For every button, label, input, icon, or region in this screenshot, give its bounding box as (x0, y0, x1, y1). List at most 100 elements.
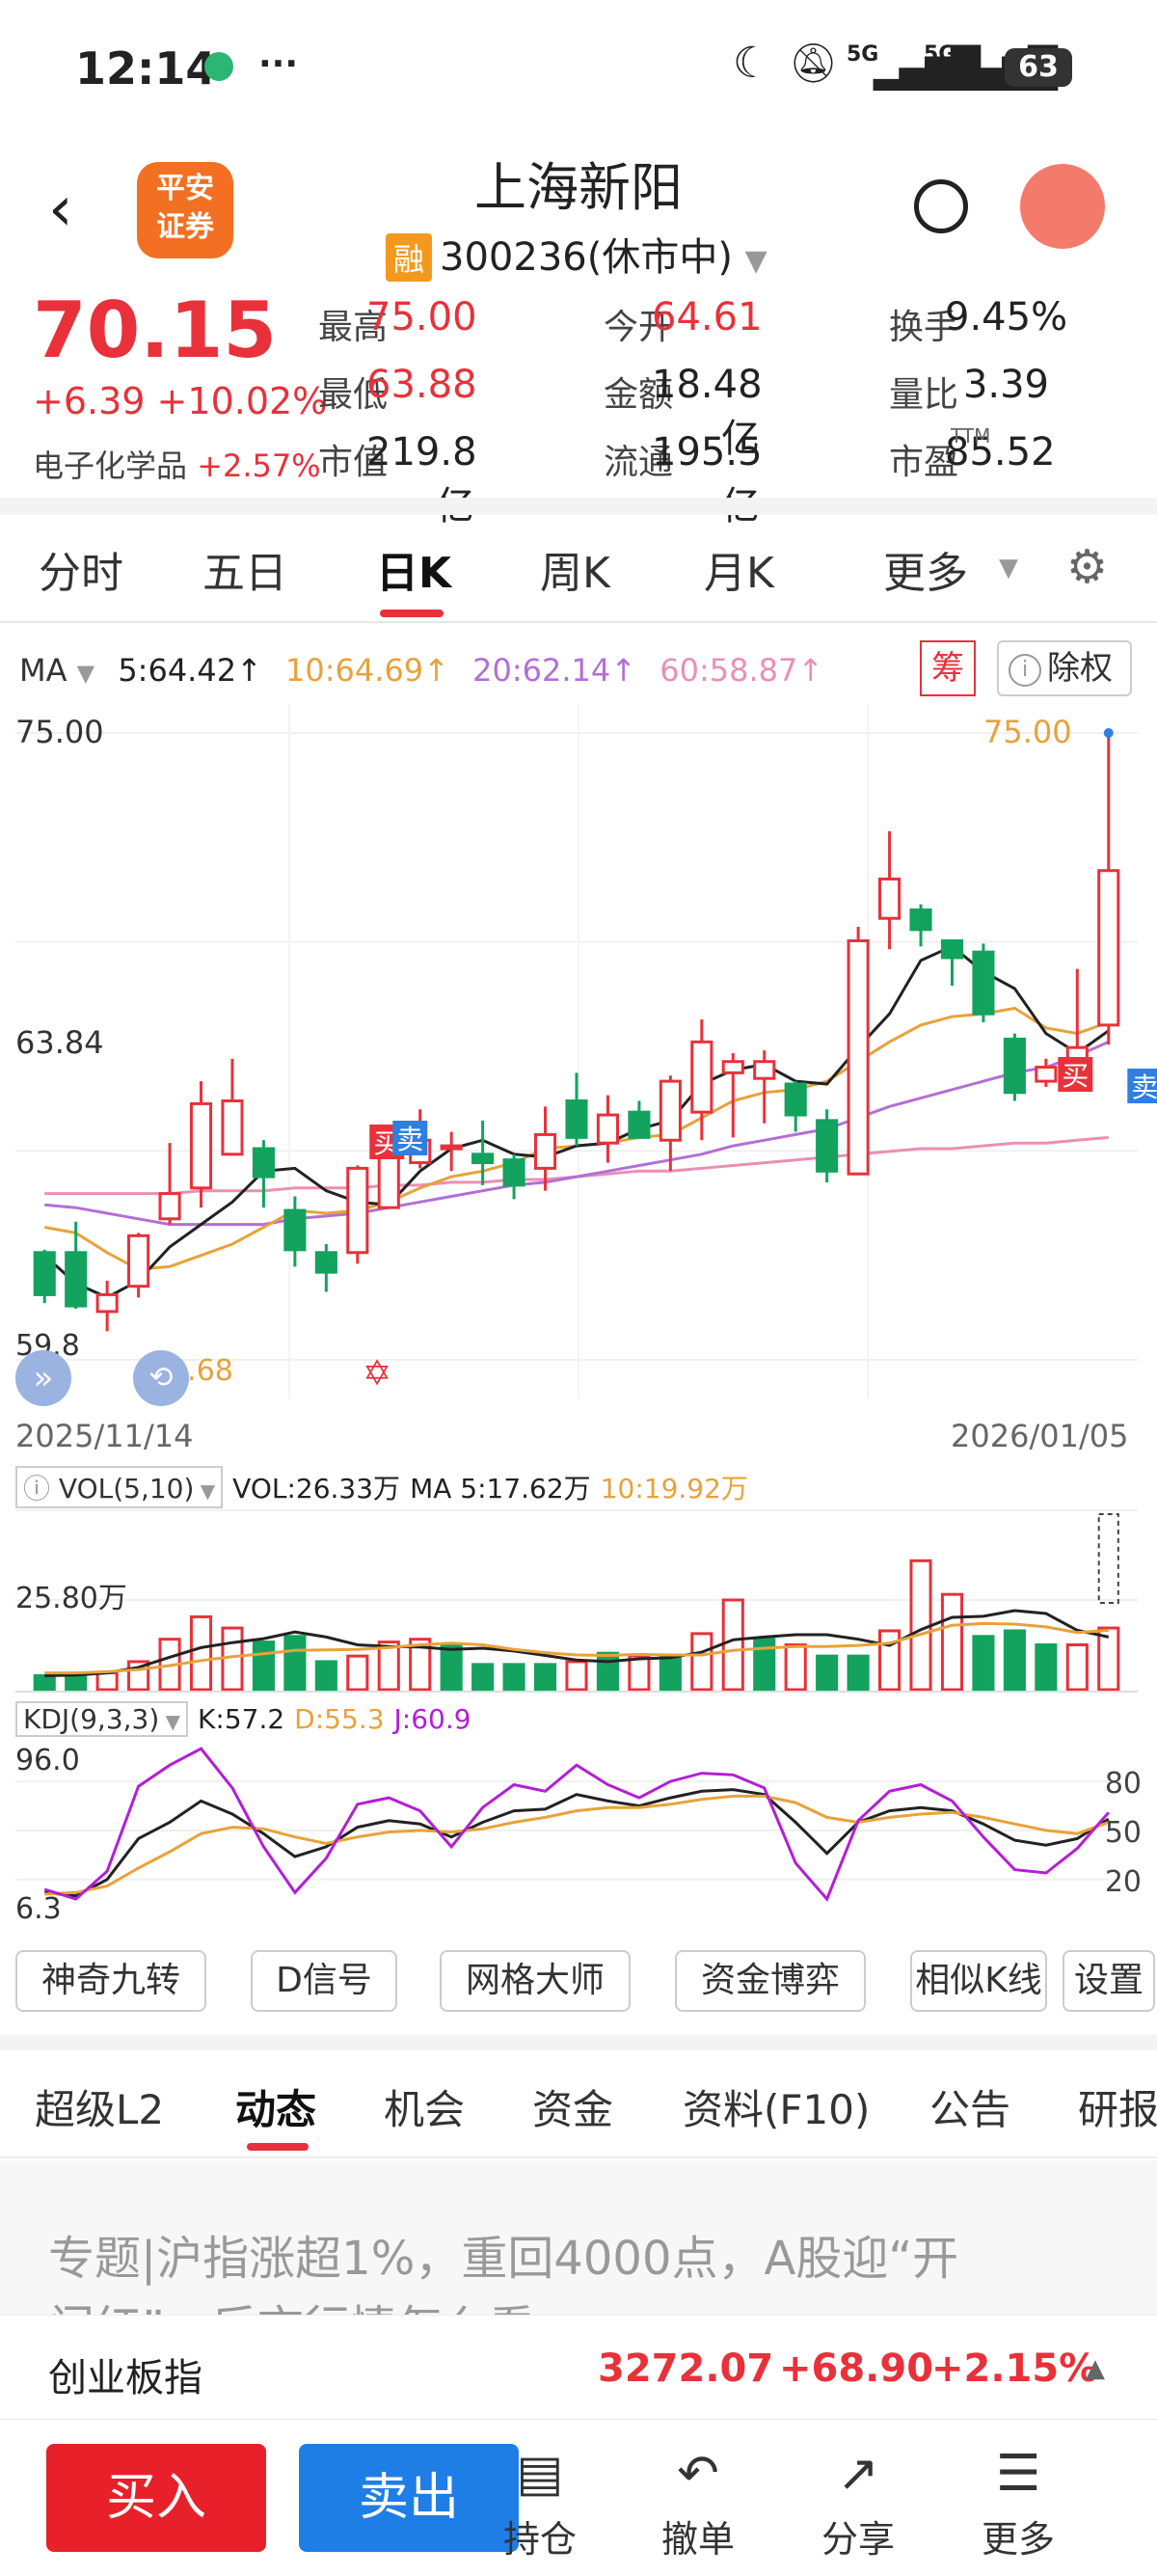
ex-rights-button[interactable]: i 除权 (997, 640, 1132, 696)
info-tab-3[interactable]: 资金 (532, 2086, 614, 2133)
buy-signal-label: 买 (1062, 1060, 1089, 1092)
volume-bar (502, 1663, 525, 1692)
kdj-d-value: D:55.3 (294, 1703, 385, 1735)
status-bar: 12:14 ··· ☾ 🔕︎ 5G ▂▄▆█ 5G ▂▄▆█ 63 (0, 0, 1157, 145)
volume-bar (95, 1671, 119, 1692)
document-icon: ▤ (516, 2445, 564, 2503)
info-tab-5[interactable]: 公告 (929, 2086, 1011, 2133)
candle-body (784, 1082, 807, 1117)
vol-title: VOL(5,10) (58, 1473, 195, 1505)
sector-info[interactable]: 电子化学品 +2.57% (33, 442, 321, 486)
market-status: (休市中) (586, 235, 733, 280)
info-tab-6[interactable]: 研报 (1078, 2086, 1157, 2133)
info-tab-4[interactable]: 资料(F10) (683, 2086, 871, 2133)
buy-signal-box (1058, 1057, 1093, 1092)
signal1-label: 5G (847, 42, 879, 67)
tool-button-3[interactable]: 资金博弈 (675, 1950, 866, 2012)
info-icon: ⓘ (23, 1473, 59, 1505)
chart-tab-3[interactable]: 周K (540, 549, 610, 598)
quote-value-3: 63.88 (366, 363, 477, 407)
candle-body (659, 1079, 682, 1142)
news-line-2: 门红”，后市行情怎么看 (48, 2290, 535, 2315)
index-ticker[interactable]: 创业板指 3272.07 +68.90 +2.15% ▲ (0, 2315, 1157, 2420)
event-star-icon[interactable]: ✡ (363, 1354, 392, 1394)
tool-button-5[interactable]: 设置 (1063, 1950, 1155, 2012)
chart-tab-4[interactable]: 月K (704, 549, 774, 598)
info-tab-2[interactable]: 机会 (384, 2086, 466, 2133)
candle-body (533, 1132, 557, 1170)
candle-body (940, 939, 964, 960)
bottom-tool-label: 持仓 (502, 2518, 577, 2561)
info-tab-1[interactable]: 动态 (235, 2086, 317, 2133)
candle-body (1097, 869, 1120, 1027)
info-icon: i (1009, 653, 1041, 687)
index-pct: +2.15% (931, 2346, 1098, 2391)
kdj-j-line (43, 1747, 1110, 1902)
volume-bar (283, 1635, 307, 1692)
app-notification-icon (204, 52, 233, 81)
expand-left-button[interactable]: » (15, 1350, 71, 1406)
candle-body (1035, 1066, 1058, 1083)
volume-bar (33, 1673, 56, 1692)
kdj-title-box[interactable]: KDJ(9,3,3) ▼ (15, 1701, 189, 1737)
bottom-tool-3[interactable]: ☰ 更多 (960, 2444, 1076, 2562)
ma10-value: 10:64.69↑ (285, 652, 449, 689)
kdj-legend[interactable]: KDJ(9,3,3) ▼ K:57.2 D:55.3 J:60.9 (15, 1701, 481, 1737)
active-tab-indicator (380, 610, 444, 617)
quote-value-5: 3.39 (962, 363, 1049, 407)
buy-button[interactable]: 买入 (46, 2444, 266, 2552)
ma-label: MA (19, 652, 67, 689)
news-line-1: 专题|沪指涨超1%，重回4000点，A股迎“开 (48, 2232, 959, 2286)
vol-legend[interactable]: ⓘ VOL(5,10) ▼ VOL:26.33万 MA 5:17.62万 10:19.… (15, 1466, 758, 1508)
chart-tab-2[interactable]: 日K (376, 549, 452, 598)
candle-body (565, 1098, 588, 1139)
kdj-right-tick: 20 (1105, 1865, 1142, 1899)
ma-legend[interactable]: MA ▼ 5:64.42↑ 10:64.69↑ 20:62.14↑ 60:58.… (19, 652, 823, 689)
news-card[interactable]: 专题|沪指涨超1%，重回4000点，A股迎“开 门红”，后市行情怎么看 (0, 2160, 1157, 2315)
volume-bar (628, 1654, 651, 1692)
status-time: 12:14 (75, 42, 217, 95)
stock-code: 300236 (440, 235, 587, 280)
tabs-divider (0, 621, 1157, 623)
bottom-tool-0[interactable]: ▤ 持仓 (482, 2444, 598, 2562)
candle-body (189, 1101, 213, 1190)
candle-body (158, 1192, 181, 1221)
quote-value-2: 9.45% (945, 295, 1068, 339)
settings-gear-icon[interactable]: ⚙ (1066, 540, 1109, 594)
bottom-tool-2[interactable]: ↗ 分享 (800, 2444, 916, 2562)
kdj-k-line (44, 1788, 1110, 1898)
date-start: 2025/11/14 (15, 1418, 194, 1454)
more-caret-icon: ▼ (999, 554, 1018, 583)
stock-subtitle[interactable]: 融 300236(休市中) ▼ (386, 226, 767, 282)
tool-button-2[interactable]: 网格大师 (440, 1950, 631, 2012)
reset-view-button[interactable]: ⟲ (133, 1350, 189, 1406)
volume-bar (1065, 1643, 1089, 1692)
ma-caret-icon: ▼ (76, 660, 95, 687)
candle-body (65, 1251, 88, 1308)
bottom-tool-label: 更多 (981, 2518, 1055, 2561)
section-divider-2 (0, 2035, 1157, 2050)
chart-tab-1[interactable]: 五日 (202, 549, 287, 598)
tool-button-4[interactable]: 相似K线 (910, 1950, 1047, 2012)
chart-tab-0[interactable]: 分时 (39, 549, 123, 598)
volume-bar (409, 1638, 432, 1692)
back-button[interactable]: ‹ (48, 174, 73, 245)
bottom-tool-1[interactable]: ↶ 撤单 (640, 2444, 756, 2562)
info-tab-0[interactable]: 超级L2 (35, 2086, 165, 2133)
sell-button[interactable]: 卖出 (299, 2444, 519, 2552)
chart-tab-5[interactable]: 更多 (883, 549, 968, 598)
kline-y-mid: 63.84 (15, 1024, 104, 1061)
chip-distribution-button[interactable]: 筹 (920, 640, 976, 696)
tool-button-1[interactable]: D信号 (251, 1950, 397, 2012)
volume-bar (753, 1638, 776, 1692)
volume-bar (565, 1660, 588, 1692)
kdj-j-value: J:60.9 (393, 1703, 471, 1735)
vol-title-box[interactable]: ⓘ VOL(5,10) ▼ (15, 1466, 224, 1508)
candle-body (252, 1147, 275, 1179)
quote-label-3: 最低 (318, 375, 389, 415)
quote-label-4: 金额 (604, 375, 674, 415)
assistant-avatar[interactable] (1020, 164, 1105, 249)
search-icon[interactable] (914, 179, 968, 233)
tool-button-0[interactable]: 神奇九转 (15, 1950, 206, 2012)
